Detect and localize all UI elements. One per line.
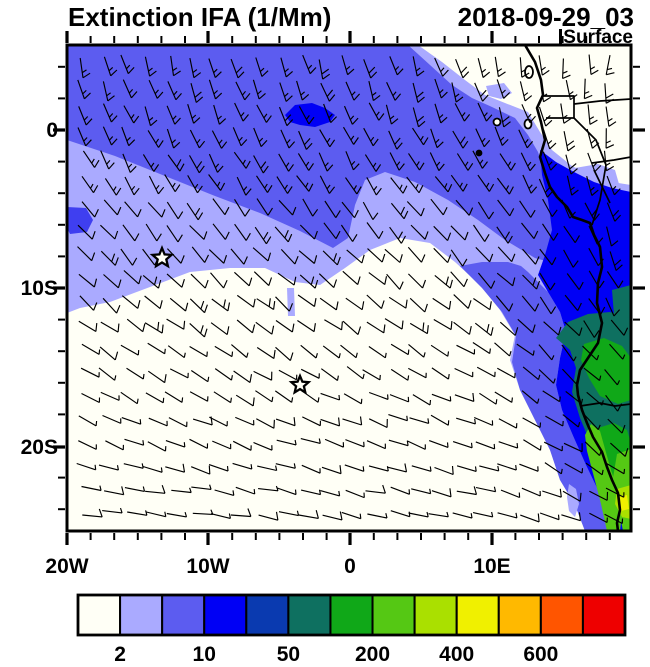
colorbar-label: 10	[193, 643, 216, 666]
country-border	[591, 156, 631, 164]
x-axis-label: 10W	[186, 555, 229, 578]
y-axis-label: 20S	[21, 436, 58, 459]
x-axis-label: 20W	[45, 555, 88, 578]
country-border	[543, 95, 575, 119]
region-left-edge-blob	[67, 207, 93, 234]
region-dark-blue-blob	[285, 103, 335, 127]
x-axis-label: 10E	[473, 555, 510, 578]
station-star-2	[288, 373, 312, 395]
map-field	[67, 45, 631, 531]
colorbar-label: 2	[114, 643, 126, 666]
island-outline	[475, 149, 483, 157]
colorbar-cell	[329, 594, 374, 636]
colorbar-cell	[77, 594, 122, 636]
colorbar-label: 200	[355, 643, 390, 666]
island-outline	[524, 65, 534, 79]
country-border	[579, 402, 631, 407]
colorbar-cell	[161, 594, 206, 636]
x-axis-label: 0	[344, 555, 356, 578]
colorbar-cell	[119, 594, 164, 636]
colorbar-cell	[455, 594, 500, 636]
island-outline	[523, 118, 533, 130]
axis-ticks	[53, 31, 645, 545]
country-border	[593, 169, 611, 204]
colorbar-cell	[287, 594, 332, 636]
colorbar-cell	[371, 594, 416, 636]
region-clear-northeast	[418, 45, 631, 185]
colorbar-label: 50	[277, 643, 300, 666]
colorbar-cell	[497, 594, 542, 636]
colorbar-cell	[581, 594, 627, 636]
y-axis-label: 0	[46, 119, 58, 142]
colorbar-label: 600	[523, 643, 558, 666]
region-light-patch-ocean	[486, 83, 512, 99]
country-border	[573, 98, 631, 105]
colorbar-cell	[413, 594, 458, 636]
region-medium-band	[67, 45, 560, 265]
colorbar-label: 400	[439, 643, 474, 666]
island-outline	[492, 117, 502, 127]
region-yellow-spot	[619, 495, 629, 511]
colorbar-cell	[245, 594, 290, 636]
region-light-streak-small	[287, 288, 295, 316]
page-title: Extinction IFA (1/Mm)	[68, 2, 332, 32]
wind-barbs	[76, 54, 629, 525]
region-light-streak-coastal	[567, 484, 579, 517]
datetime-label: 2018-09-29_03	[457, 2, 634, 32]
y-axis-label: 10S	[21, 277, 58, 300]
colorbar	[76, 593, 627, 637]
region-teal-edge-patch	[612, 285, 631, 318]
colorbar-cell	[539, 594, 584, 636]
region-medium-fringe-coastal	[460, 262, 613, 531]
level-label-text: Surface	[563, 27, 633, 48]
level-label: Surface	[559, 27, 633, 49]
colorbar-cell	[203, 594, 248, 636]
plot-frame	[65, 43, 633, 533]
station-star-1	[149, 244, 175, 269]
coastline	[523, 45, 622, 531]
level-tick-mark	[559, 29, 563, 47]
colorbar-outline	[76, 593, 627, 637]
